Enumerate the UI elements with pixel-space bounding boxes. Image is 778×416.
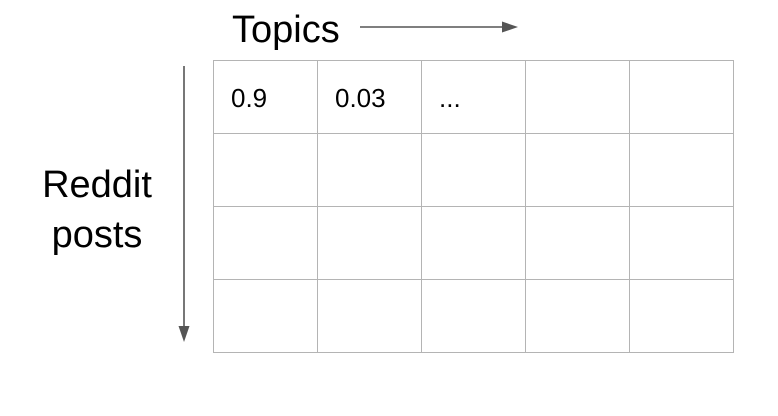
matrix-row [213,206,734,280]
matrix-row [213,279,734,353]
matrix-cell: ... [421,60,526,134]
matrix-cell [421,279,526,353]
matrix-cell: 0.9 [213,60,318,134]
matrix-cell [317,279,422,353]
matrix-cell [317,133,422,207]
matrix-cell [213,279,318,353]
matrix-cell [421,133,526,207]
matrix-cell [629,60,734,134]
matrix-cell [525,133,630,207]
matrix-cell [525,60,630,134]
posts-arrow [178,66,190,342]
matrix-cell [317,206,422,280]
matrix-cell [525,206,630,280]
reddit-posts-axis-label: Reddit posts [42,164,152,256]
matrix-cell [213,133,318,207]
topics-arrow [360,21,518,33]
topic-probability-matrix: 0.9 0.03 ... [213,60,734,353]
matrix-cell [421,206,526,280]
matrix-cell [629,133,734,207]
matrix-cell: 0.03 [317,60,422,134]
matrix-cell [525,279,630,353]
topics-axis-label: Topics [232,9,340,51]
matrix-cell [629,206,734,280]
matrix-row [213,133,734,207]
matrix-cell [213,206,318,280]
matrix-row: 0.9 0.03 ... [213,60,734,134]
matrix-cell [629,279,734,353]
